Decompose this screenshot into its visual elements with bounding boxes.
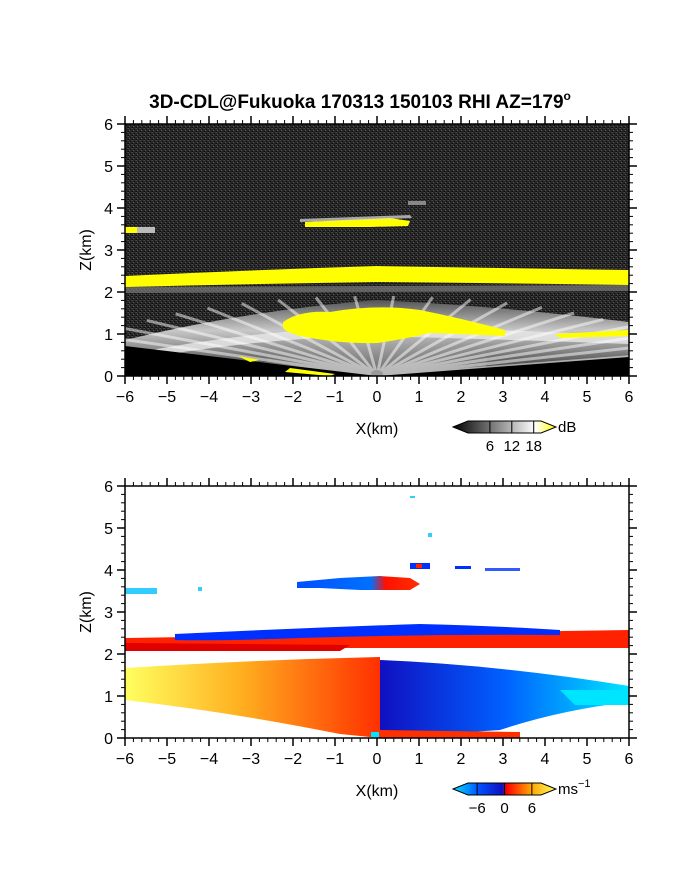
velocity-x-tick-label: 6 xyxy=(625,751,634,768)
velocity-plot-area xyxy=(125,486,629,738)
velocity-y-tick-label: 5 xyxy=(104,521,113,538)
velocity-x-tick-label: −6 xyxy=(116,751,134,768)
velocity-y-tick-label: 0 xyxy=(104,731,113,748)
backscatter-y-tick-label: 6 xyxy=(104,117,113,134)
backscatter-colorbar-unit: dB xyxy=(558,419,576,436)
backscatter-y-tick-label: 0 xyxy=(104,369,113,386)
backscatter-y-tick-label: 1 xyxy=(104,327,113,344)
figure-title: 3D-CDL@Fukuoka 170313 150103 RHI AZ=179o xyxy=(149,89,571,113)
velocity-x-tick-label: −5 xyxy=(158,751,176,768)
backscatter-y-tick-label: 5 xyxy=(104,159,113,176)
backscatter-x-label: X(km) xyxy=(356,421,399,438)
velocity-panel: −6 −5 −4 −3 −2 −1 0 1 2 3 4 5 6 0 1 2 3 4 5 6 X(km) Z(km) −… xyxy=(78,478,637,817)
velocity-x-tick-label: 0 xyxy=(373,751,382,768)
velocity-x-tick-label: −3 xyxy=(242,751,260,768)
velocity-y-tick-label: 2 xyxy=(104,647,113,664)
backscatter-x-tick-label: 5 xyxy=(583,389,592,406)
backscatter-colorbar-bar xyxy=(451,420,558,434)
backscatter-x-tick-label: 1 xyxy=(415,389,424,406)
velocity-x-tick-label: −4 xyxy=(200,751,218,768)
velocity-y-tick-label: 1 xyxy=(104,689,113,706)
backscatter-x-tick-label: 3 xyxy=(499,389,508,406)
velocity-x-tick-label: 4 xyxy=(541,751,550,768)
velocity-x-tick-label: −1 xyxy=(326,751,344,768)
backscatter-x-tick-label: 2 xyxy=(457,389,466,406)
velocity-colorbar-tick-label: 6 xyxy=(528,800,536,817)
backscatter-colorbar-tick-label: 12 xyxy=(503,438,520,455)
velocity-colorbar-tick-label: 0 xyxy=(500,800,508,817)
velocity-x-tick-label: 3 xyxy=(499,751,508,768)
backscatter-x-tick-label: −3 xyxy=(242,389,260,406)
velocity-y-tick-label: 3 xyxy=(104,605,113,622)
velocity-x-tick-label: 5 xyxy=(583,751,592,768)
backscatter-y-tick-label: 4 xyxy=(104,201,113,218)
velocity-colorbar-unit: ms−1 xyxy=(558,778,591,798)
velocity-x-tick-label: 2 xyxy=(457,751,466,768)
backscatter-y-tick-label: 2 xyxy=(104,285,113,302)
backscatter-x-tick-label: 0 xyxy=(373,389,382,406)
backscatter-x-tick-label: −5 xyxy=(158,389,176,406)
backscatter-y-label: Z(km) xyxy=(78,229,95,271)
backscatter-y-tick-label: 3 xyxy=(104,243,113,260)
backscatter-x-tick-label: 4 xyxy=(541,389,550,406)
velocity-y-tick-label: 6 xyxy=(104,479,113,496)
backscatter-x-tick-label: −6 xyxy=(116,389,134,406)
backscatter-x-tick-label: −4 xyxy=(200,389,218,406)
velocity-y-tick-label: 4 xyxy=(104,563,113,580)
backscatter-colorbar: 6 12 18 dB xyxy=(451,419,576,455)
backscatter-colorbar-tick-label: 18 xyxy=(525,438,542,455)
backscatter-x-tick-label: −2 xyxy=(284,389,302,406)
backscatter-plot-area xyxy=(125,124,629,376)
velocity-x-tick-label: 1 xyxy=(415,751,424,768)
backscatter-colorbar-tick-label: 6 xyxy=(486,438,494,455)
velocity-y-label: Z(km) xyxy=(78,591,95,633)
velocity-x-tick-label: −2 xyxy=(284,751,302,768)
velocity-colorbar-tick-label: −6 xyxy=(469,800,486,817)
velocity-axes: −6 −5 −4 −3 −2 −1 0 1 2 3 4 5 6 0 1 2 3 4 5 6 xyxy=(104,478,637,768)
backscatter-x-tick-label: −1 xyxy=(326,389,344,406)
backscatter-axes: −6 −5 −4 −3 −2 −1 0 1 2 3 4 5 6 0 1 2 3 4 5 6 xyxy=(104,116,637,406)
velocity-colorbar: −6 0 6 ms−1 xyxy=(451,778,591,817)
velocity-x-label: X(km) xyxy=(356,783,399,800)
backscatter-x-tick-label: 6 xyxy=(625,389,634,406)
